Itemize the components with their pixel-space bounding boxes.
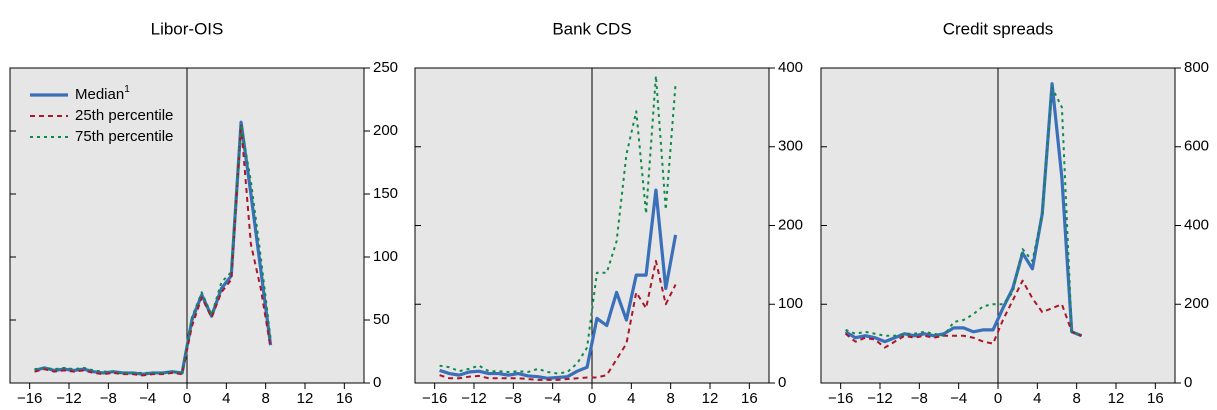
y-tick-label: 300	[778, 138, 803, 155]
y-tick-label: 400	[778, 59, 803, 76]
x-tick-label: 8	[1072, 390, 1080, 407]
y-tick-label: 400	[1184, 216, 1209, 233]
chart-title: Credit spreads	[943, 19, 1054, 38]
x-tick-label: 12	[702, 390, 719, 407]
x-tick-label: −12	[461, 390, 486, 407]
chart-title: Bank CDS	[552, 19, 631, 38]
x-tick-label: −12	[56, 390, 81, 407]
y-tick-label: 150	[373, 185, 398, 202]
x-tick-label: −12	[867, 390, 892, 407]
y-tick-label: 250	[373, 59, 398, 76]
x-tick-label: −16	[17, 390, 42, 407]
x-tick-label: 0	[588, 390, 596, 407]
y-tick-label: 200	[778, 216, 803, 233]
x-tick-label: −8	[505, 390, 522, 407]
x-tick-label: 16	[741, 390, 758, 407]
x-tick-label: −4	[950, 390, 967, 407]
x-tick-label: 8	[261, 390, 269, 407]
x-tick-label: 12	[297, 390, 314, 407]
x-tick-label: −8	[911, 390, 928, 407]
y-tick-label: 600	[1184, 138, 1209, 155]
x-tick-label: 4	[1033, 390, 1041, 407]
legend-label: 75th percentile	[75, 128, 173, 145]
legend-superscript: 1	[124, 84, 130, 95]
series-line	[439, 74, 677, 375]
series-line	[844, 279, 1082, 349]
x-tick-label: −4	[544, 390, 561, 407]
x-tick-label: 4	[627, 390, 635, 407]
x-tick-label: 0	[994, 390, 1002, 407]
x-tick-label: 12	[1108, 390, 1125, 407]
series-line	[439, 188, 678, 380]
series-line	[34, 123, 272, 377]
x-tick-label: −8	[100, 390, 117, 407]
x-tick-label: −16	[828, 390, 853, 407]
x-tick-label: −16	[422, 390, 447, 407]
legend-label: 25th percentile	[75, 107, 173, 124]
x-tick-label: 16	[336, 390, 353, 407]
y-tick-label: 0	[373, 374, 381, 391]
series-line	[439, 259, 677, 381]
y-tick-label: 200	[373, 122, 398, 139]
y-tick-label: 100	[778, 295, 803, 312]
x-tick-label: 8	[666, 390, 674, 407]
series-line	[845, 86, 1082, 337]
y-tick-label: 100	[373, 248, 398, 265]
y-tick-label: 800	[1184, 59, 1209, 76]
x-tick-label: 0	[183, 390, 191, 407]
chart-title: Libor-OIS	[151, 19, 224, 38]
y-tick-label: 50	[373, 311, 390, 328]
x-tick-label: −4	[139, 390, 156, 407]
x-tick-label: 4	[222, 390, 230, 407]
y-tick-label: 0	[1184, 374, 1192, 391]
legend-label: Median1	[75, 84, 130, 103]
y-tick-label: 0	[778, 374, 786, 391]
x-tick-label: 16	[1147, 390, 1164, 407]
y-tick-label: 200	[1184, 295, 1209, 312]
